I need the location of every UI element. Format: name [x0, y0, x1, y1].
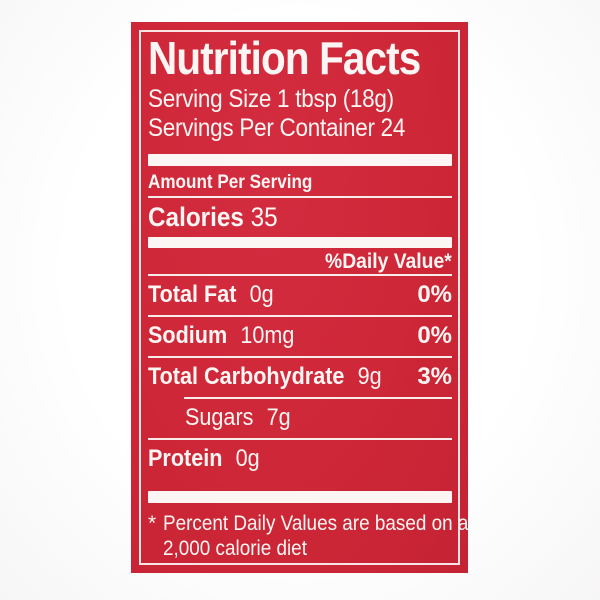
nutrient-name: Total Carbohydrate	[148, 363, 345, 390]
calories-label: Calories	[148, 202, 244, 232]
nutrient-name: Total Fat	[148, 281, 237, 308]
nutrient-amount: 7g	[266, 404, 291, 431]
nutrient-row-sodium: Sodium 10mg 0%	[148, 317, 452, 356]
calories-value: 35	[250, 202, 278, 232]
label-content: Nutrition Facts Serving Size 1 tbsp (18g…	[148, 32, 468, 561]
calories-row: Calories 35	[148, 202, 422, 233]
separator-bar-top	[148, 154, 452, 166]
nutrient-amount: 10mg	[240, 322, 295, 349]
footnote-line-1: Percent Daily Values are based on a	[163, 512, 469, 535]
nutrient-name: Sugars	[185, 404, 254, 431]
nutrient-daily-value: 0%	[417, 322, 452, 349]
nutrient-row-sugars: Sugars 7g	[148, 399, 452, 438]
footnote-asterisk: *	[148, 512, 157, 535]
footnote-line-2: 2,000 calorie diet	[163, 537, 307, 560]
divider-rule	[148, 196, 452, 198]
nutrition-facts-label: Nutrition Facts Serving Size 1 tbsp (18g…	[131, 22, 468, 573]
label-title: Nutrition Facts	[148, 32, 421, 84]
serving-size-line: Serving Size 1 tbsp (18g)	[148, 85, 394, 113]
divider-rule	[148, 315, 452, 317]
amount-per-serving-label: Amount Per Serving	[148, 172, 313, 193]
nutrient-row-total-fat: Total Fat 0g 0%	[148, 276, 452, 315]
nutrient-name: Protein	[148, 445, 223, 472]
divider-rule	[148, 274, 452, 276]
nutrient-daily-value: 0%	[417, 281, 452, 308]
divider-rule-indented	[184, 397, 452, 399]
divider-rule	[148, 438, 452, 440]
nutrient-row-protein: Protein 0g	[148, 440, 452, 479]
servings-per-container-line: Servings Per Container 24	[148, 114, 406, 142]
nutrient-row-total-carbohydrate: Total Carbohydrate 9g 3%	[148, 358, 452, 397]
footnote: * Percent Daily Values are based on a 2,…	[148, 511, 468, 561]
nutrient-name: Sodium	[148, 322, 228, 349]
daily-value-header: %Daily Value*	[325, 250, 452, 273]
serving-info: Serving Size 1 tbsp (18g) Servings Per C…	[148, 85, 452, 143]
nutrient-amount: 9g	[357, 363, 382, 390]
separator-bar-mid	[148, 237, 452, 248]
nutrient-amount: 0g	[235, 445, 260, 472]
nutrient-amount: 0g	[249, 281, 274, 308]
separator-bar-bottom	[148, 491, 452, 503]
nutrient-daily-value: 3%	[417, 363, 452, 390]
divider-rule	[148, 356, 452, 358]
